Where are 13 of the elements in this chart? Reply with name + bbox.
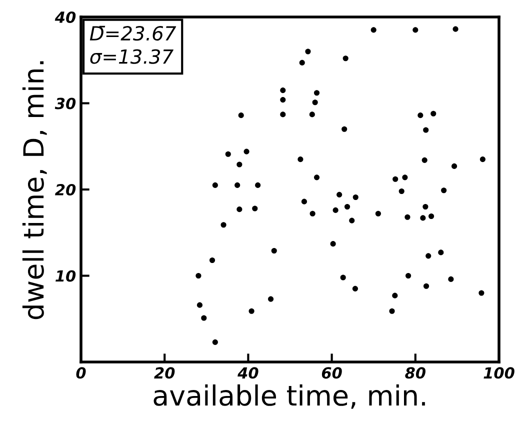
y-tick-label: 20 — [55, 184, 76, 196]
x-tick-label: 60 — [322, 367, 342, 379]
y-axis-title: dwell time, D, min. — [22, 61, 47, 320]
y-tick-label: 40 — [54, 11, 76, 24]
annotation: D̄=23.67 σ=13.37 — [90, 26, 176, 64]
y-tick-label: 30 — [54, 98, 76, 110]
y-tick-label: 10 — [56, 270, 76, 282]
x-tick-label: 80 — [405, 367, 426, 379]
x-tick-label: 0 — [76, 367, 86, 379]
x-tick-label: 20 — [154, 367, 175, 379]
x-tick-label: 40 — [238, 367, 258, 379]
x-tick-label: 100 — [484, 367, 514, 379]
x-axis-title: available time, min. — [154, 384, 425, 409]
